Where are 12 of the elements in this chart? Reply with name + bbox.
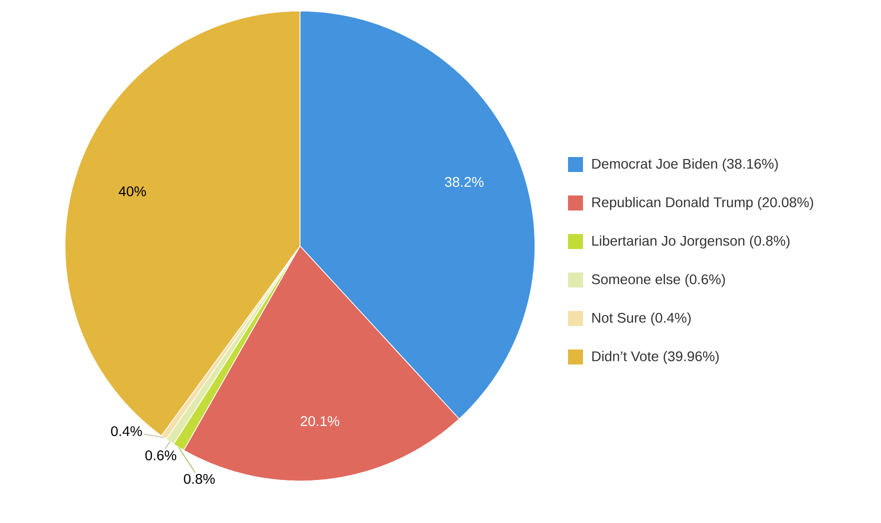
data-label: 38.2% bbox=[444, 176, 484, 187]
data-label: 0.6% bbox=[145, 450, 176, 460]
data-label: 0.4% bbox=[111, 426, 142, 436]
data-label: 40% bbox=[118, 186, 146, 196]
legend-label: Democrat Joe Biden (38.16%) bbox=[592, 158, 778, 172]
legend-label: Didn’t Vote (39.96%) bbox=[592, 350, 719, 364]
legend-label: Someone else (0.6%) bbox=[592, 274, 725, 288]
data-label: 20.1% bbox=[300, 416, 340, 426]
legend-label: Not Sure (0.4%) bbox=[592, 312, 691, 326]
legend-label: Libertarian Jo Jorgenson (0.8%) bbox=[592, 235, 790, 249]
legend-label: Republican Donald Trump (20.08%) bbox=[592, 196, 814, 210]
data-label: 0.8% bbox=[184, 474, 215, 484]
